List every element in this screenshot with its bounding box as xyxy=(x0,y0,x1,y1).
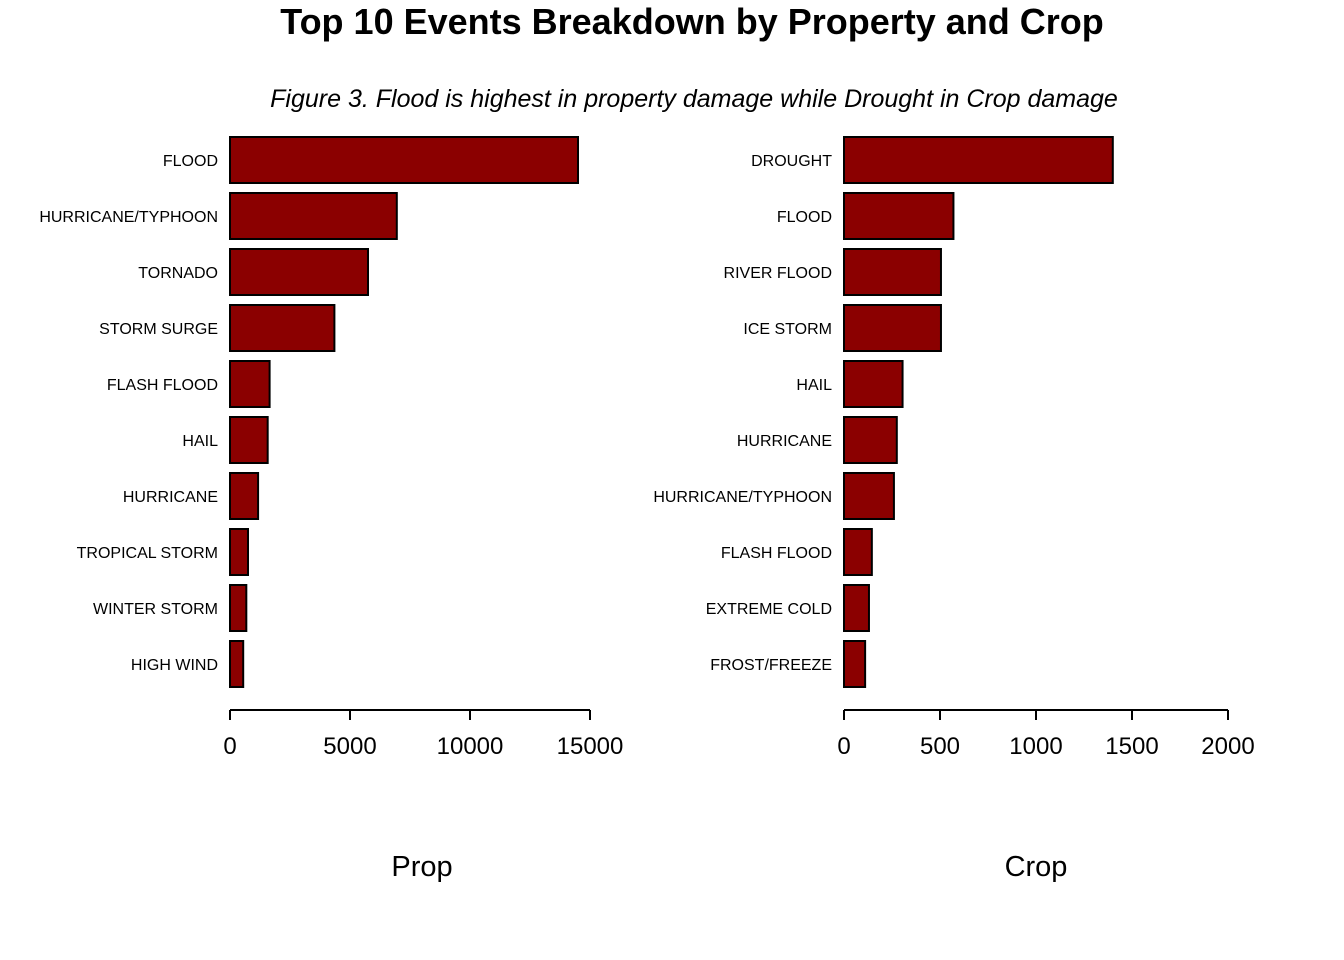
crop-bar xyxy=(843,416,898,464)
crop-category-label: HURRICANE/TYPHOON xyxy=(653,489,832,506)
prop-category-label: WINTER STORM xyxy=(93,601,218,618)
prop-bar xyxy=(229,640,245,688)
prop-tick-label: 10000 xyxy=(437,733,504,760)
crop-category-label: RIVER FLOOD xyxy=(724,265,832,282)
prop-tick-label: 0 xyxy=(223,733,236,760)
crop-category-label: FLASH FLOOD xyxy=(721,545,832,562)
prop-bar xyxy=(229,416,269,464)
prop-bar xyxy=(229,136,579,184)
crop-category-label: ICE STORM xyxy=(743,321,832,338)
chart-subtitle: Figure 3. Flood is highest in property d… xyxy=(270,85,1118,113)
crop-bar xyxy=(843,192,955,240)
crop-bar xyxy=(843,136,1114,184)
prop-category-label: TROPICAL STORM xyxy=(77,545,218,562)
crop-category-label: HURRICANE xyxy=(737,433,832,450)
crop-bar xyxy=(843,304,942,352)
prop-tick-label: 15000 xyxy=(557,733,624,760)
crop-category-label: FROST/FREEZE xyxy=(710,657,832,674)
crop-axis-title: Crop xyxy=(1005,851,1068,883)
prop-category-label: STORM SURGE xyxy=(99,321,218,338)
crop-bar xyxy=(843,360,904,408)
prop-category-label: HIGH WIND xyxy=(131,657,218,674)
crop-category-label: FLOOD xyxy=(777,209,832,226)
crop-tick-label: 1500 xyxy=(1105,733,1158,760)
crop-tick-label: 2000 xyxy=(1201,733,1254,760)
prop-bar xyxy=(229,360,271,408)
prop-axis-title: Prop xyxy=(391,851,452,883)
prop-category-label: TORNADO xyxy=(138,265,218,282)
prop-category-label: HURRICANE xyxy=(123,489,218,506)
crop-bar xyxy=(843,528,873,576)
prop-bar xyxy=(229,472,260,520)
crop-bar xyxy=(843,584,870,632)
prop-bar xyxy=(229,304,336,352)
prop-category-label: FLOOD xyxy=(163,153,218,170)
prop-bar xyxy=(229,584,248,632)
prop-bar xyxy=(229,248,369,296)
crop-bar xyxy=(843,640,867,688)
crop-category-label: EXTREME COLD xyxy=(706,601,832,618)
crop-category-label: DROUGHT xyxy=(751,153,832,170)
crop-tick-label: 1000 xyxy=(1009,733,1062,760)
crop-panel: DROUGHT FLOOD RIVER FLOOD ICE STORM HAIL HURR… xyxy=(653,136,1255,883)
crop-bar xyxy=(843,248,942,296)
prop-bar xyxy=(229,528,249,576)
prop-category-label: HAIL xyxy=(182,433,218,450)
chart-title: Top 10 Events Breakdown by Property and … xyxy=(280,1,1104,42)
crop-tick-label: 0 xyxy=(837,733,850,760)
prop-category-label: HURRICANE/TYPHOON xyxy=(39,209,218,226)
prop-bar xyxy=(229,192,398,240)
prop-panel: FLOOD HURRICANE/TYPHOON TORNADO STORM SURGE… xyxy=(39,136,624,883)
crop-category-label: HAIL xyxy=(796,377,832,394)
prop-tick-label: 5000 xyxy=(323,733,376,760)
prop-category-label: FLASH FLOOD xyxy=(107,377,218,394)
crop-tick-label: 500 xyxy=(920,733,960,760)
crop-bar xyxy=(843,472,895,520)
